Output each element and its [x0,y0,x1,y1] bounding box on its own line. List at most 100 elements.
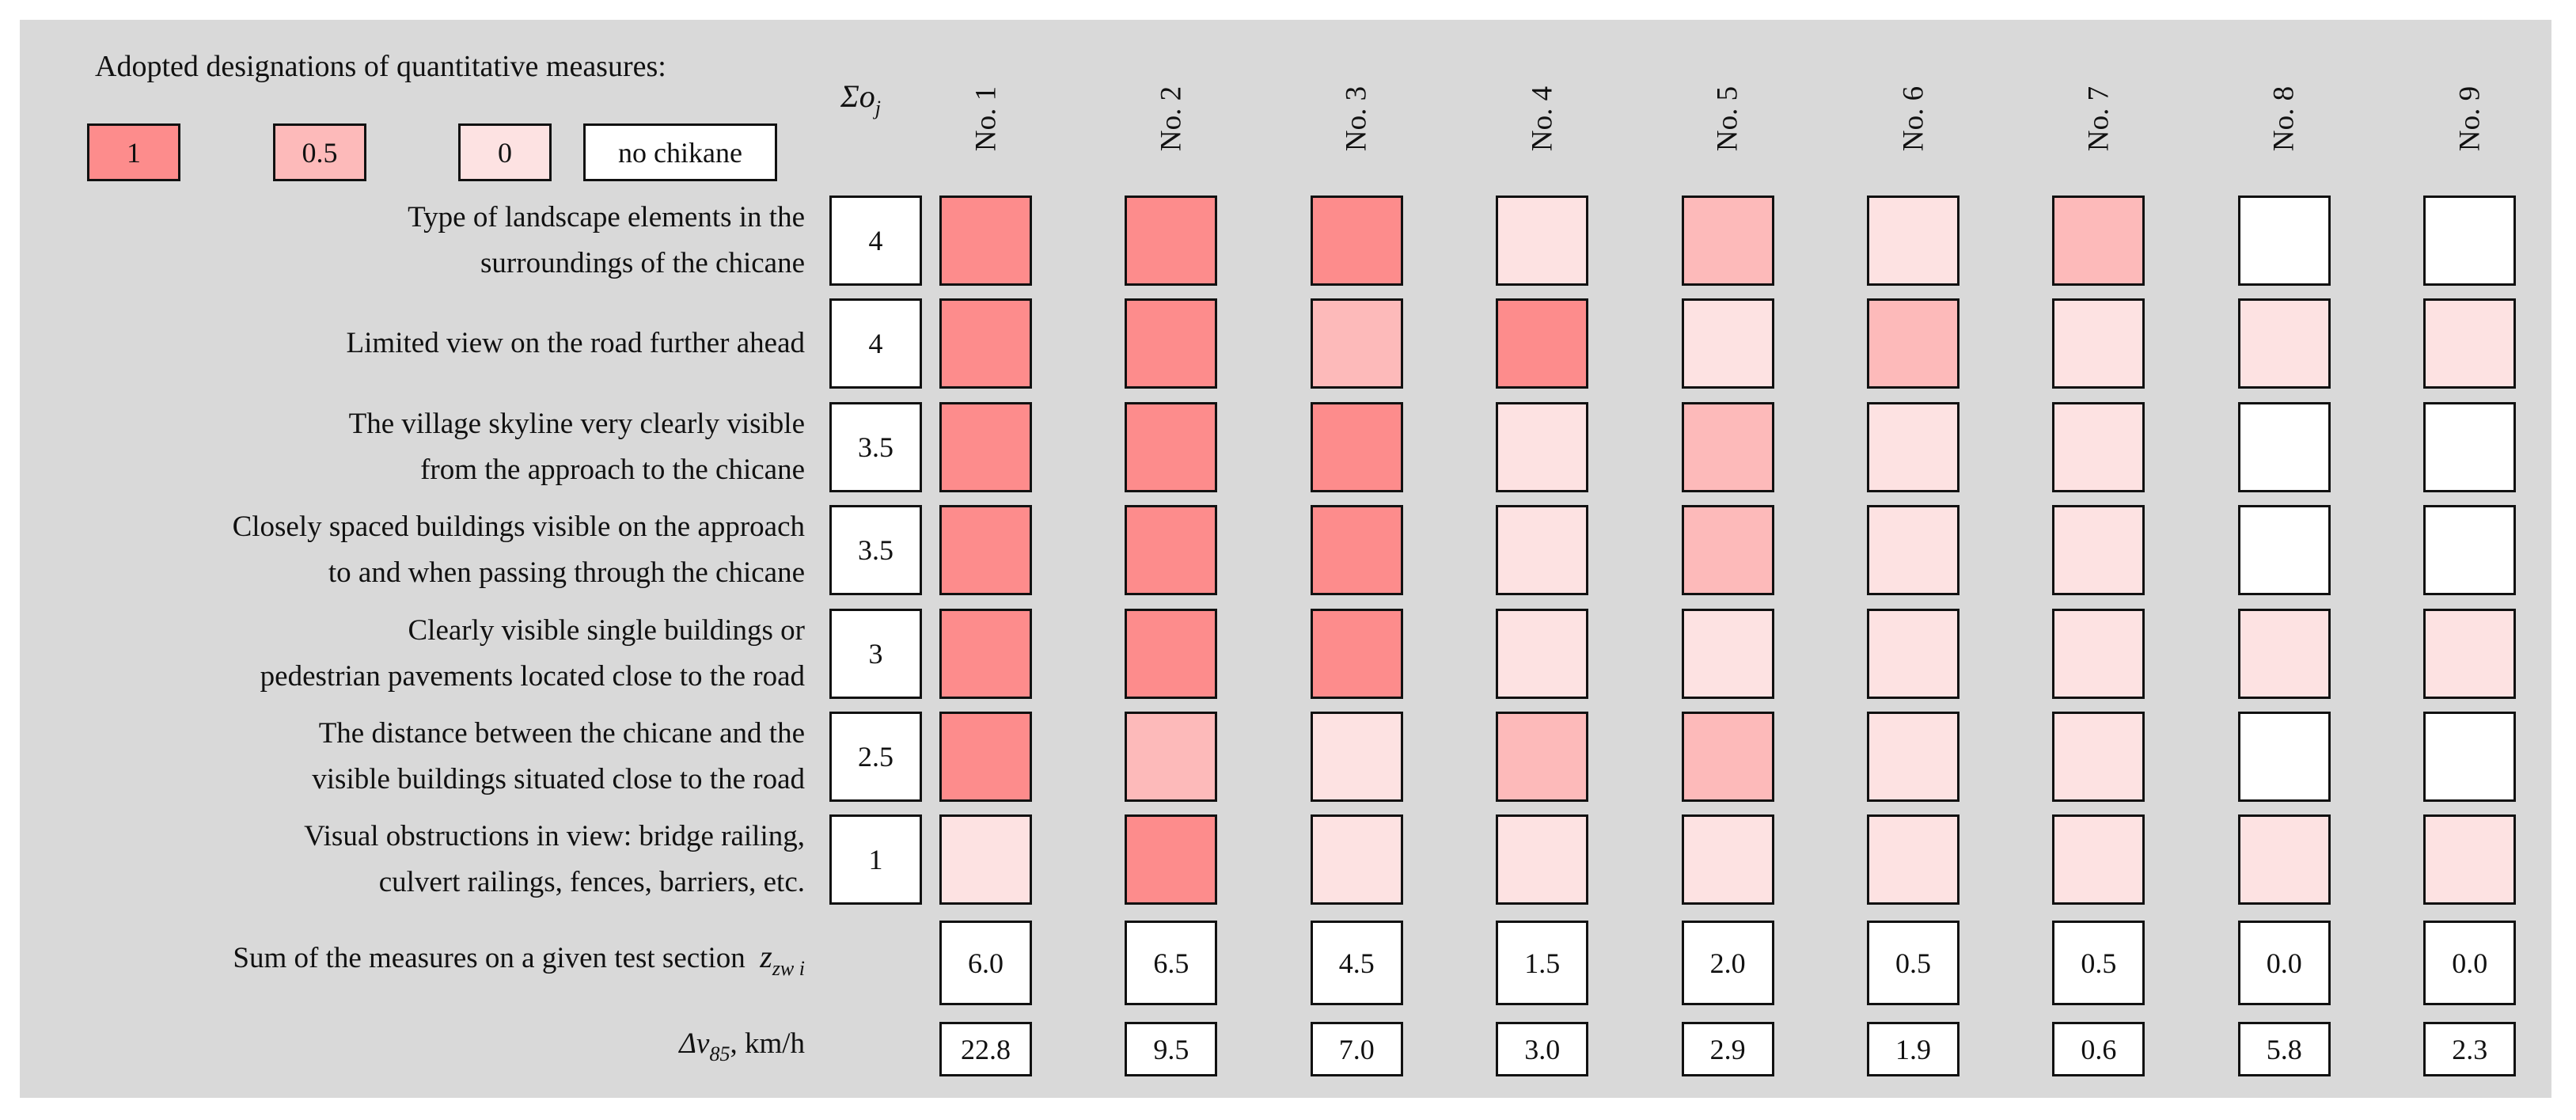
measure-cell [1496,608,1589,699]
sum-row-label-text: Sum of the measures on a given test sect… [233,941,745,974]
sum-row-subscript: zw i [772,956,805,980]
row-sum-box: 3.5 [829,401,922,492]
column-header: No. 6 [1897,85,1929,152]
measure-cell [1310,712,1403,802]
row-label-line: Limited view on the road further ahead [346,327,805,360]
measure-cell [1125,505,1218,596]
measure-cell [1125,814,1218,905]
column-header: No. 8 [2267,85,2301,152]
row-label-line: Type of landscape elements in the [408,201,805,233]
measure-cell [1125,298,1218,389]
measure-cell [2052,814,2145,905]
measure-cell [939,814,1032,905]
row-label-line: Visual obstructions in view: bridge rail… [304,820,805,853]
dv85-box: 3.0 [1496,1022,1589,1076]
measure-cell [1867,401,1960,492]
measure-cell [2423,505,2517,596]
dv85-box: 7.0 [1310,1022,1403,1076]
measure-cell [2423,814,2517,905]
measure-cell [1310,196,1403,286]
measure-cell [2237,712,2331,802]
measure-cell [2052,196,2145,286]
measure-cell [2052,712,2145,802]
section-sum-box: 0.0 [2237,921,2331,1005]
measure-cell [2052,401,2145,492]
row-sum-box: 2.5 [829,712,922,802]
measure-cell [939,608,1032,699]
row-label: The village skyline very clearly visible… [349,402,805,492]
row-label-line: visible buildings situated close to the … [312,763,805,795]
dv85-box: 1.9 [1867,1022,1960,1076]
column-header: No. 9 [2453,85,2487,152]
row-label-line: from the approach to the chicane [420,453,805,486]
dv85-box: 22.8 [939,1022,1032,1076]
legend-swatch: no chikane [583,123,777,181]
measure-cell [1867,814,1960,905]
measure-cell [1125,608,1218,699]
section-sum-box: 1.5 [1496,921,1589,1005]
row-label: Closely spaced buildings visible on the … [233,505,805,595]
measure-cell [1310,608,1403,699]
dv85-box: 2.3 [2423,1022,2517,1076]
measure-cell [2237,814,2331,905]
row-label-line: The village skyline very clearly visible [348,407,805,440]
row-label-line: The distance between the chicane and the [318,717,805,750]
section-sum-box: 4.5 [1310,921,1403,1005]
measure-cell [1496,196,1589,286]
column-header: No. 7 [2082,85,2115,152]
row-sum-box: 4 [829,298,922,389]
measure-cell [2423,608,2517,699]
dv85-box: 2.9 [1681,1022,1774,1076]
measure-cell [2052,505,2145,596]
row-sum-box: 3 [829,608,922,699]
measure-cell [1681,401,1774,492]
measure-cell [1681,814,1774,905]
row-label: Visual obstructions in view: bridge rail… [304,814,805,905]
sigma-subscript: j [874,97,882,120]
measure-cell [1310,505,1403,596]
measure-cell [1125,401,1218,492]
measure-cell [1867,505,1960,596]
measure-cell [2052,608,2145,699]
measure-cell [939,401,1032,492]
measure-cell [1496,505,1589,596]
sigma-header: Σoj [840,78,881,120]
row-label-line: to and when passing through the chicane [328,556,805,590]
row-label: Clearly visible single buildings or pedes… [260,609,805,699]
dv-row-symbol: Δv [679,1027,710,1060]
measure-cell [939,196,1032,286]
column-header: No. 4 [1526,85,1559,152]
dv85-box: 9.5 [1125,1022,1218,1076]
measure-cell [1310,298,1403,389]
measure-cell [939,712,1032,802]
measure-cell [2237,401,2331,492]
measure-cell [1496,298,1589,389]
column-header: No. 2 [1155,85,1188,152]
measure-cell [2423,298,2517,389]
measure-cell [1496,401,1589,492]
legend-swatch: 1 [87,123,180,181]
measure-cell [2052,298,2145,389]
measure-cell [1681,196,1774,286]
sum-row-symbol: z [760,938,772,974]
section-sum-box: 0.5 [2052,921,2145,1005]
measure-cell [1681,712,1774,802]
measure-cell [1125,196,1218,286]
row-sum-box: 4 [829,196,922,286]
measure-cell [2237,608,2331,699]
measure-cell [1867,196,1960,286]
measure-cell [1867,608,1960,699]
section-sum-box: 6.0 [939,921,1032,1005]
sigma-symbol: Σo [840,78,875,114]
measure-cell [1681,505,1774,596]
measure-cell [1681,608,1774,699]
column-header: No. 5 [1711,85,1744,152]
legend-title: Adopted designations of quantitative mea… [95,50,666,83]
dv-row-label: Δv85, km/h [679,1004,805,1094]
row-label-line: Closely spaced buildings visible on the … [232,511,805,544]
measure-cell [2237,505,2331,596]
measure-cell [939,505,1032,596]
section-sum-box: 0.5 [1867,921,1960,1005]
measure-cell [1867,298,1960,389]
measure-cell [2423,401,2517,492]
